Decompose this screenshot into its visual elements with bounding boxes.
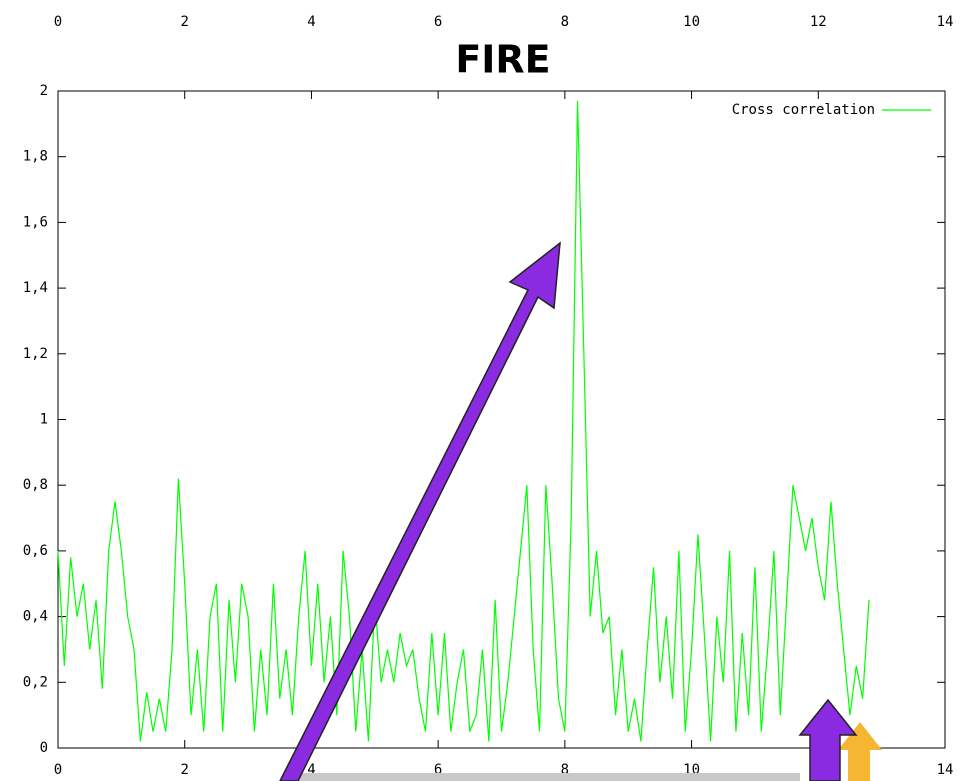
plot-frame <box>57 90 946 749</box>
y-tick-label: 1,4 <box>23 280 48 296</box>
x-tick-label-top: 0 <box>54 14 62 30</box>
x-tick-label: 4 <box>307 762 315 778</box>
x-tick-label-top: 2 <box>180 14 188 30</box>
y-tick-label: 1 <box>40 412 48 428</box>
y-tick-label: 1,2 <box>23 346 48 362</box>
purple-arrow <box>798 698 858 781</box>
x-tick-label-top: 6 <box>434 14 442 30</box>
legend-label: Cross correlation <box>732 102 875 118</box>
x-tick-label-top: 4 <box>307 14 315 30</box>
annotations <box>279 241 882 781</box>
y-tick-label: 0,2 <box>23 674 48 690</box>
y-tick-label: 0,6 <box>23 543 48 559</box>
x-tick-label: 0 <box>54 762 62 778</box>
y-tick-label: 0,4 <box>23 609 48 625</box>
data-line <box>57 100 870 742</box>
x-tick-label-top: 14 <box>937 14 954 30</box>
purple-arrow <box>279 241 561 781</box>
x-tick-label-top: 12 <box>810 14 827 30</box>
chart-title: FIRE <box>455 38 550 82</box>
x-tick-label: 14 <box>937 762 954 778</box>
y-tick-label: 0,8 <box>23 477 48 493</box>
y-tick-label: 0 <box>40 740 48 756</box>
y-tick-label: 1,8 <box>23 149 48 165</box>
x-tick-label: 6 <box>434 762 442 778</box>
y-tick-label: 1,6 <box>23 214 48 230</box>
marks: 00,20,40,60,811,21,41,61,820022446688101… <box>23 14 954 778</box>
yellow-arrow <box>838 722 882 781</box>
x-tick-label-top: 8 <box>561 14 569 30</box>
x-tick-label: 2 <box>180 762 188 778</box>
scrollbar <box>290 773 800 781</box>
x-tick-label: 8 <box>561 762 569 778</box>
y-tick-label: 2 <box>40 83 48 99</box>
x-tick-label-top: 10 <box>683 14 700 30</box>
